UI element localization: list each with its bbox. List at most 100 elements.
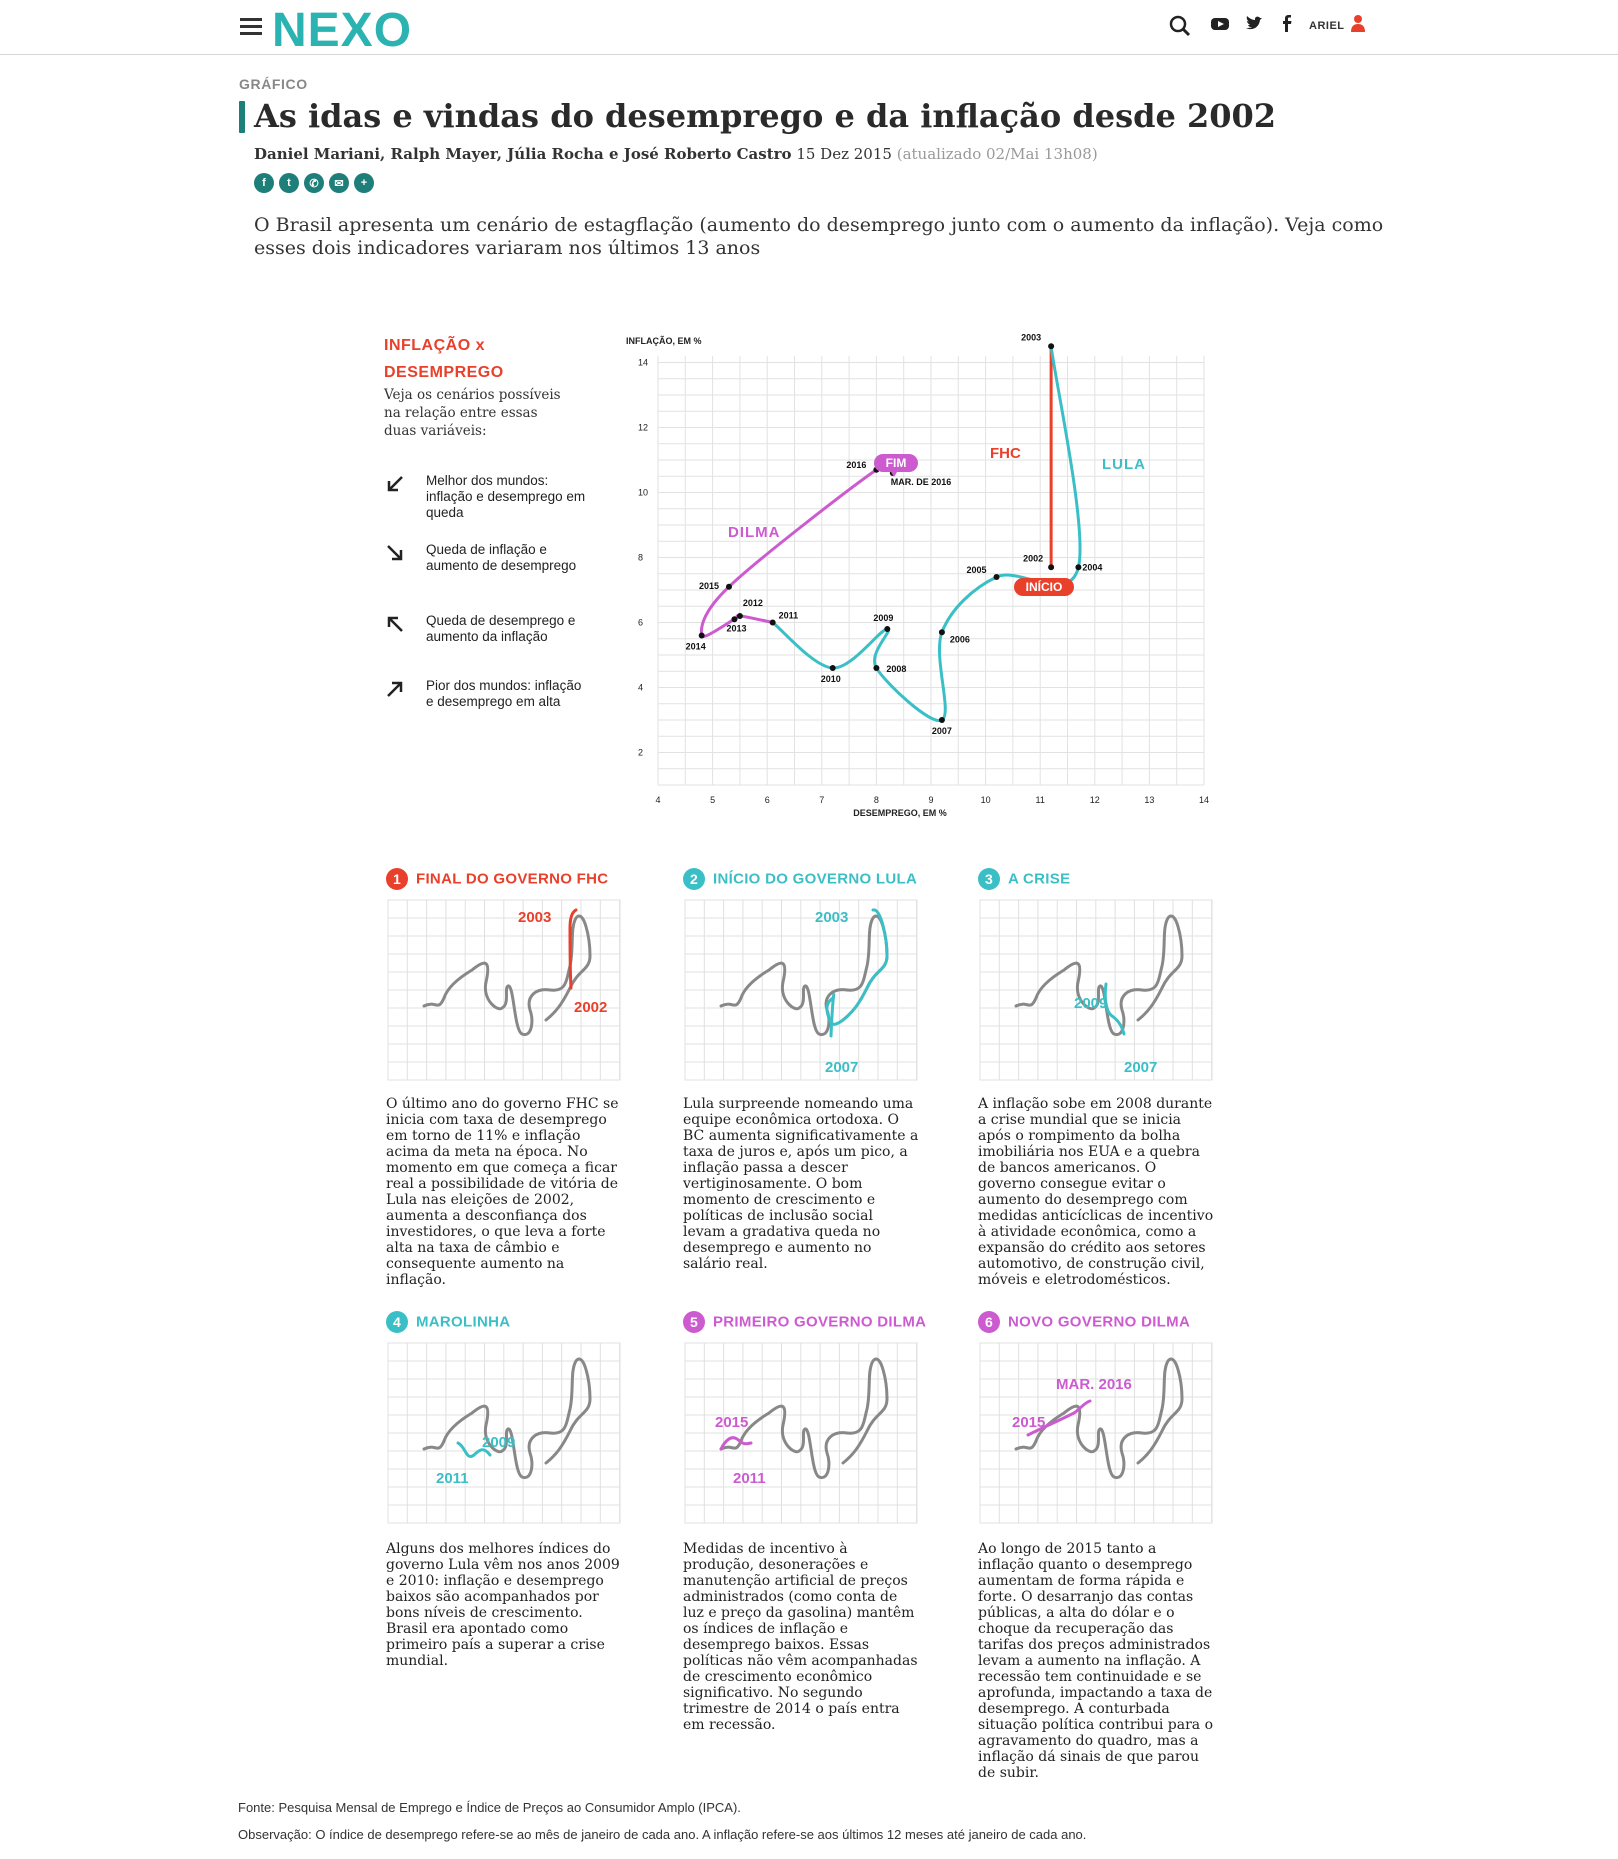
site-header: NEXO ARIEL (0, 0, 1618, 55)
panel-number: 1 (386, 868, 408, 890)
panel-highlight-curve (1103, 982, 1126, 1036)
x-tick-label: 8 (874, 795, 879, 805)
panel-title-text: INÍCIO DO GOVERNO LULA (713, 870, 918, 888)
x-tick-label: 12 (1090, 795, 1100, 805)
footer-note: Observação: O índice de desemprego refer… (238, 1827, 1087, 1842)
point-label: 2016 (846, 460, 866, 470)
legend-item-text: Pior dos mundos: inflação e desemprego e… (426, 678, 582, 709)
panel-highlight-curve (719, 1436, 753, 1451)
panel-number: 5 (683, 1311, 705, 1333)
point-label: 2009 (873, 613, 893, 623)
panel-title: 1 FINAL DO GOVERNO FHC (386, 868, 608, 890)
data-point (829, 665, 836, 671)
legend-item-text: Queda de inflação e aumento de desempreg… (426, 542, 577, 573)
youtube-icon[interactable] (1210, 14, 1230, 34)
point-label: 2015 (699, 581, 719, 591)
x-tick-label: 6 (765, 795, 770, 805)
data-point (1048, 564, 1055, 571)
data-point (1075, 564, 1082, 571)
y-tick-label: 6 (638, 618, 643, 628)
logo-text: NEXO (272, 4, 412, 52)
point-label: 2004 (1082, 562, 1102, 572)
user-name[interactable]: ARIEL (1309, 20, 1345, 32)
y-tick-label: 8 (638, 553, 643, 563)
point-label: MAR. DE 2016 (891, 477, 952, 487)
panel-text: O último ano do governo FHC se inicia co… (386, 1096, 619, 1288)
panel-title: 5 PRIMEIRO GOVERNO DILMA (683, 1311, 926, 1333)
point-label: 2002 (1023, 553, 1043, 563)
arrow-up-right-icon (387, 681, 403, 697)
data-point (731, 616, 738, 623)
facebook-icon[interactable] (1280, 14, 1294, 34)
panel-year-label: 2011 (733, 1470, 766, 1487)
panel-title: 3 A CRISE (978, 868, 1070, 890)
point-label: 2007 (932, 726, 952, 736)
twitter-icon[interactable] (1244, 14, 1264, 34)
plus-icon[interactable]: + (354, 173, 374, 193)
article-updated: (atualizado 02/Mai 13h08) (896, 145, 1098, 163)
legend-item-text: Melhor dos mundos: inflação e desemprego… (426, 473, 586, 520)
panel-base-curve (422, 914, 592, 1037)
x-tick-label: 14 (1199, 795, 1209, 805)
panel-number: 6 (978, 1311, 1000, 1333)
series-label-fhc: FHC (990, 445, 1021, 462)
chart-points: 2002 2003 2004 2005 2006 2007 2008 2009 2010 2011… (686, 332, 1103, 736)
user-icon[interactable] (1350, 14, 1366, 34)
data-point (938, 629, 945, 636)
panel-highlight-curve (568, 908, 578, 990)
panel-year-label: MAR. 2016 (1056, 1376, 1132, 1393)
panel-title-text: PRIMEIRO GOVERNO DILMA (713, 1313, 927, 1331)
email-icon[interactable]: ✉ (329, 173, 349, 193)
menu-icon[interactable] (240, 18, 262, 36)
legend-title: INFLAÇÃO x DESEMPREGO (384, 337, 504, 381)
panel-text: Lula surpreende nomeando uma equipe econ… (683, 1096, 919, 1272)
panel-year-label: 2007 (825, 1059, 858, 1076)
start-badge-label: INÍCIO (1026, 579, 1063, 594)
panel-year-label: 2009 (1074, 995, 1107, 1012)
x-tick-label: 7 (819, 795, 824, 805)
point-label: 2012 (743, 598, 763, 608)
panel-year-label: 2009 (482, 1434, 515, 1451)
data-point (725, 583, 732, 590)
point-label: 2011 (779, 611, 799, 621)
series-label-lula: LULA (1102, 456, 1146, 473)
legend-item-text: Queda de desemprego e aumento da inflaçã… (426, 613, 576, 644)
article-title: As idas e vindas do desemprego e da infl… (254, 97, 1277, 135)
panel-text: Alguns dos melhores índices do governo L… (386, 1541, 620, 1669)
panel-title-text: FINAL DO GOVERNO FHC (416, 870, 609, 888)
y-tick-label: 4 (638, 683, 643, 693)
panel-chart: 2003 2007 (684, 899, 918, 1081)
article-lede: O Brasil apresenta um cenário de estagfl… (254, 214, 1384, 259)
twitter-icon[interactable]: t (279, 173, 299, 193)
legend-subtitle: Veja os cenários possíveis na relação en… (384, 387, 561, 439)
point-label: 2013 (726, 623, 746, 633)
start-badge: INÍCIO (1014, 578, 1074, 596)
panel-year-label: 2011 (436, 1470, 469, 1487)
search-icon[interactable] (1168, 14, 1192, 38)
point-label: 2006 (950, 634, 970, 644)
data-point (873, 665, 880, 671)
panel-title: 2 INÍCIO DO GOVERNO LULA (683, 868, 917, 890)
y-tick-label: 10 (638, 488, 648, 498)
panel-chart: 2003 2002 (387, 899, 621, 1081)
data-point (698, 632, 705, 639)
point-label: 2005 (967, 565, 987, 575)
whatsapp-icon[interactable]: ✆ (304, 173, 324, 193)
y-tick-label: 2 (638, 748, 643, 758)
x-tick-label: 13 (1144, 795, 1154, 805)
main-chart: 4 5 6 7 8 9 10 11 12 13 14 2 4 6 8 10 12 14 INFLAÇÃO, EM … (626, 332, 1209, 818)
share-bar: f t ✆ ✉ + (254, 173, 374, 193)
x-tick-label: 4 (655, 795, 660, 805)
article-authors[interactable]: Daniel Mariani, Ralph Mayer, Júlia Rocha… (254, 145, 792, 163)
point-label: 2003 (1021, 332, 1041, 342)
panel-chart: 2009 2007 (979, 899, 1213, 1081)
panel-text: Ao longo de 2015 tanto a inflação quanto… (978, 1541, 1214, 1781)
nexo-logo[interactable]: NEXO (270, 2, 430, 52)
panel-highlight-curve (456, 1441, 492, 1458)
facebook-icon[interactable]: f (254, 173, 274, 193)
panel-chart: 2015 2011 (684, 1342, 918, 1524)
panel-title-text: MAROLINHA (416, 1313, 511, 1331)
y-axis-label: INFLAÇÃO, EM % (626, 336, 702, 346)
article-kicker: GRÁFICO (239, 76, 308, 92)
panel-base-curve (719, 1357, 889, 1480)
